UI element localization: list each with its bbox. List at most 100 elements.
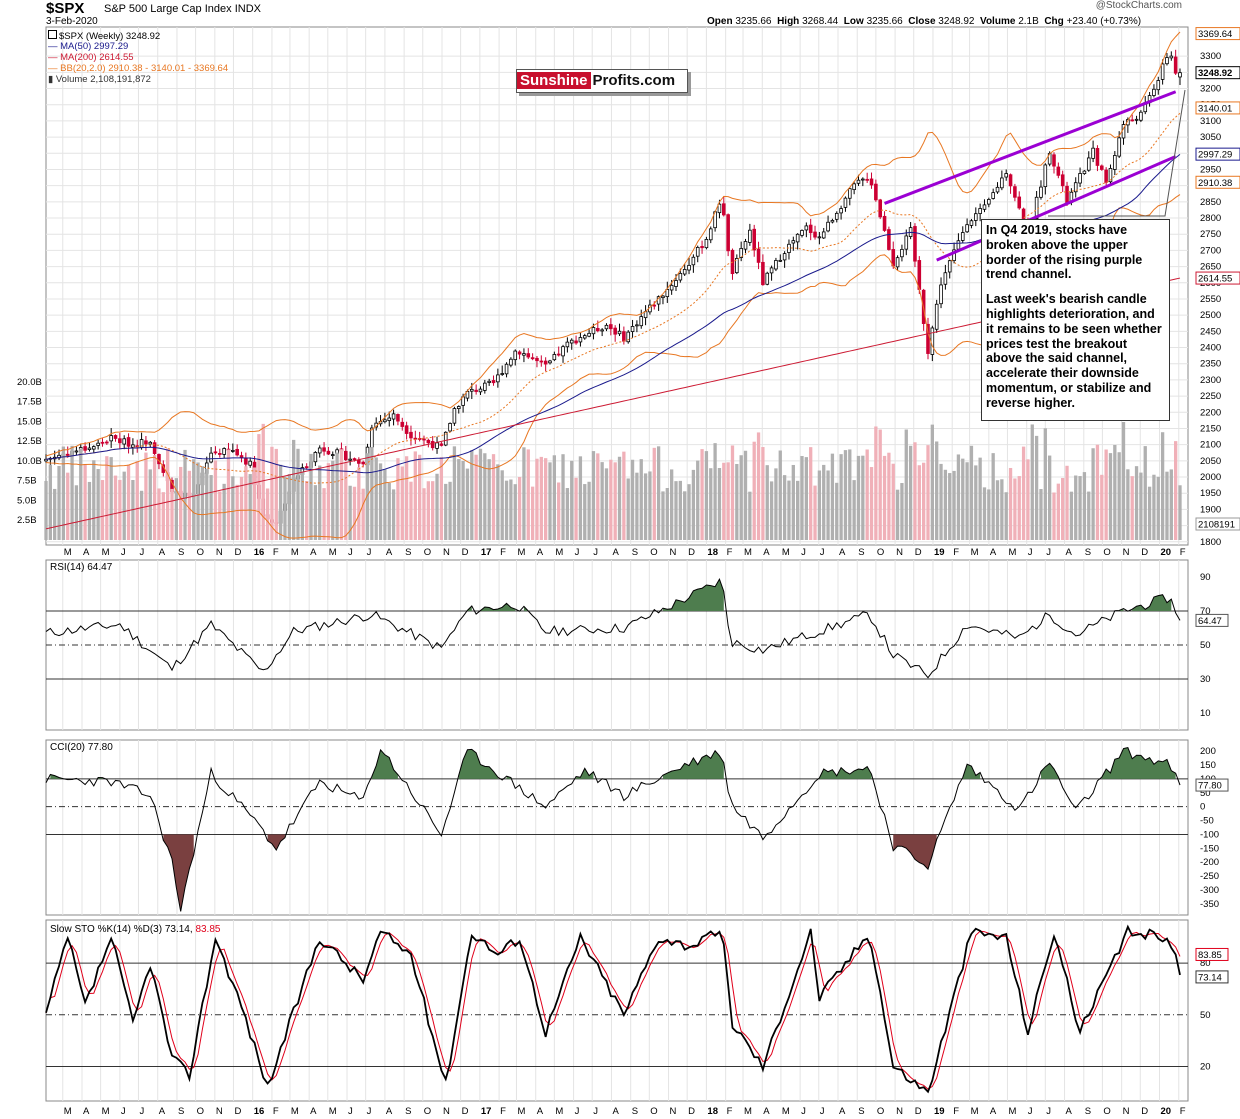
- volume-bar: [474, 454, 478, 540]
- volume-bar: [557, 482, 561, 540]
- candle-body: [526, 353, 531, 358]
- volume-bar: [1117, 452, 1121, 540]
- legend-bb: — BB(20,2.0) 2910.38 - 3140.01 - 3369.64: [48, 63, 229, 74]
- x-tick-label: S: [1085, 547, 1091, 558]
- volume-bar: [66, 472, 70, 540]
- price-label-box: [1195, 101, 1240, 115]
- osc-tick-label: -200: [1200, 857, 1219, 868]
- candle-body: [661, 295, 665, 299]
- candle-body: [1078, 173, 1082, 184]
- x-tick-label: D: [234, 1106, 241, 1117]
- volume-bar: [830, 453, 835, 540]
- candle-body: [330, 454, 335, 457]
- x-tick-label: S: [405, 1106, 411, 1117]
- rsi-value-box: [1195, 613, 1229, 627]
- open-label: Open: [707, 16, 733, 27]
- x-tick-label: M: [555, 1106, 563, 1117]
- x-tick-label: M: [1008, 1106, 1016, 1117]
- candle-body: [83, 446, 87, 451]
- volume-bar: [535, 458, 539, 540]
- x-tick-label: F: [953, 1106, 959, 1117]
- chart-date: 3-Feb-2020: [46, 16, 98, 27]
- candle-body: [1043, 164, 1048, 188]
- price-label-box: [1195, 175, 1240, 189]
- volume-bar: [926, 445, 930, 540]
- candle-body: [1082, 170, 1087, 175]
- volume-bar: [778, 450, 782, 540]
- x-tick-label: A: [386, 547, 393, 558]
- volume-bar: [1165, 471, 1169, 540]
- volume-bar: [865, 449, 869, 540]
- candle-body: [991, 192, 995, 199]
- x-tick-label: M: [517, 547, 525, 558]
- x-tick-label: A: [1066, 1106, 1073, 1117]
- x-tick-label: D: [1141, 547, 1148, 558]
- candle-body: [317, 447, 322, 454]
- volume-bar: [1043, 428, 1047, 540]
- candle-body: [65, 453, 70, 456]
- x-tick-label: M: [744, 1106, 752, 1117]
- x-tick-label: O: [197, 547, 204, 558]
- candle-body: [1008, 174, 1013, 187]
- candle-body: [939, 284, 943, 305]
- candle-body: [1065, 185, 1069, 204]
- y-tick-label: 2000: [1200, 472, 1221, 483]
- volume-bar: [92, 460, 96, 540]
- x-tick-label: N: [443, 1106, 450, 1117]
- x-tick-label: A: [1066, 547, 1073, 558]
- volume-bar: [79, 448, 83, 540]
- candle-body: [231, 450, 235, 452]
- volume-bar: [704, 451, 709, 540]
- volume-bar: [904, 429, 908, 540]
- candle-body: [687, 264, 691, 271]
- volume-bar: [53, 488, 57, 540]
- volume-bar: [1095, 444, 1100, 540]
- volume-bar: [674, 481, 678, 540]
- candle-body: [148, 441, 153, 445]
- volume-bar: [613, 462, 617, 540]
- volume-bar: [1139, 472, 1143, 540]
- candle-body: [591, 327, 596, 335]
- candle-body: [930, 327, 935, 355]
- volume-bar: [109, 457, 113, 540]
- volume-bar: [400, 466, 404, 540]
- y-tick-label: 2450: [1200, 326, 1221, 337]
- y-tick-label: 2800: [1200, 213, 1221, 224]
- candle-body: [895, 257, 900, 268]
- x-tick-label: M: [971, 547, 979, 558]
- volume-tick-label: 2.5B: [17, 515, 37, 526]
- candle-body: [92, 446, 96, 450]
- candle-body: [522, 353, 526, 356]
- volume-bar: [196, 462, 200, 540]
- volume-bar: [735, 463, 739, 540]
- rsi-title: RSI(14) 64.47: [50, 562, 113, 573]
- candle-body: [1117, 137, 1121, 157]
- volume-bar: [465, 468, 470, 540]
- osc-tick-label: 50: [1200, 640, 1211, 651]
- volume-bar: [491, 454, 496, 540]
- volume-bar: [391, 489, 396, 540]
- osc-tick-label: 0: [1200, 802, 1205, 813]
- candle-body: [943, 272, 948, 285]
- volume-bar: [461, 460, 465, 540]
- y-tick-label: 2400: [1200, 343, 1221, 354]
- candle-body: [1134, 118, 1139, 121]
- candle-body: [1091, 147, 1095, 159]
- volume-bar: [522, 447, 526, 540]
- volume-bar: [200, 466, 205, 540]
- price-label-box: [1195, 27, 1240, 41]
- exchange-label: INDX: [234, 3, 261, 15]
- osc-tick-label: 150: [1200, 760, 1216, 771]
- candle-body: [100, 441, 105, 444]
- cci-overbought-fill: [458, 749, 498, 779]
- candle-body: [569, 339, 574, 344]
- stoch-d-last-label: 83.85: [1198, 950, 1222, 961]
- x-tick-label: 20: [1161, 547, 1172, 558]
- x-tick-label: M: [971, 1106, 979, 1117]
- candle-body: [404, 425, 409, 434]
- volume-bar: [1052, 492, 1056, 540]
- volume-bar: [1048, 455, 1052, 540]
- watermark: @StockCharts.com: [1095, 0, 1182, 11]
- volume-bar: [587, 481, 591, 540]
